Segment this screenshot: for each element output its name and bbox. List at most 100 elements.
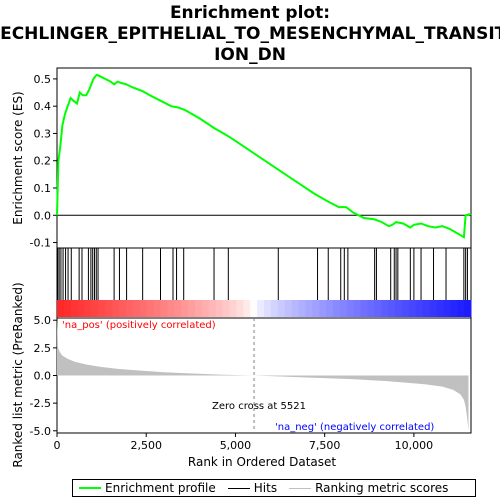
legend: Enrichment profile Hits Ranking metric s… <box>72 479 476 497</box>
es-y-tick-label: -0.1 <box>30 237 51 250</box>
colorbar-segment <box>229 300 237 317</box>
colorbar-segment <box>457 300 465 317</box>
colorbar-segment <box>429 300 437 317</box>
positive-correlation-label: 'na_pos' (positively correlated) <box>62 320 216 331</box>
legend-label-enrichment-profile: Enrichment profile <box>105 481 216 495</box>
colorbar-segment <box>257 300 265 317</box>
colorbar-segment <box>395 300 403 317</box>
es-y-tick-label: 0.5 <box>34 73 52 86</box>
colorbar-segment <box>360 300 368 317</box>
colorbar-segment <box>174 300 182 317</box>
x-axis-label: Rank in Ordered Dataset <box>188 455 336 469</box>
colorbar-segment <box>146 300 155 317</box>
negative-correlation-label: 'na_neg' (negatively correlated) <box>275 422 434 433</box>
ranking-colorbar <box>57 300 472 317</box>
colorbar-segment <box>160 300 168 317</box>
colorbar-segment <box>367 300 375 317</box>
legend-item-ranking-metric: Ranking metric scores <box>289 481 448 495</box>
metric-y-tick-label: -5.0 <box>30 425 51 438</box>
colorbar-segment <box>215 300 224 317</box>
colorbar-segment <box>402 300 410 317</box>
colorbar-segment <box>381 300 389 317</box>
colorbar-segment <box>436 300 444 317</box>
metric-y-axis: -5.0 -2.5 0.0 2.5 5.0 <box>30 314 57 438</box>
colorbar-segment <box>291 300 299 317</box>
colorbar-segment <box>91 300 99 317</box>
colorbar-segment <box>326 300 334 317</box>
hits-swatch <box>227 487 250 489</box>
colorbar-segment <box>112 300 120 317</box>
es-y-tick-label: 0.1 <box>34 182 52 195</box>
x-tick-label: 10,000 <box>395 439 434 452</box>
enrichment-profile-line <box>56 73 472 239</box>
x-tick-label: 7,500 <box>309 439 341 452</box>
colorbar-segment <box>353 300 362 317</box>
colorbar-segment <box>284 300 293 317</box>
colorbar-segment <box>208 300 217 317</box>
colorbar-segment <box>236 300 244 317</box>
plot-title-line-2: JECHLINGER_EPITHELIAL_TO_MESENCHYMAL_TRA… <box>0 24 500 44</box>
hits-barcode <box>57 248 468 300</box>
colorbar-segment <box>181 300 189 317</box>
colorbar-segment <box>270 300 279 317</box>
zero-cross-label: Zero cross at 5521 <box>212 401 306 412</box>
es-panel-frame <box>56 67 472 249</box>
es-y-tick-label: 0.3 <box>34 127 52 140</box>
metric-y-tick-label: 5.0 <box>34 314 52 327</box>
colorbar-segment <box>195 300 203 317</box>
colorbar-segment <box>57 300 65 317</box>
x-tick-label: 2,500 <box>130 439 162 452</box>
colorbar-segment <box>222 300 230 317</box>
colorbar-segment <box>98 300 106 317</box>
colorbar-segment <box>84 300 92 317</box>
es-y-tick-label: 0.0 <box>34 209 52 222</box>
metric-y-axis-label: Ranked list metric (PreRanked) <box>11 282 25 467</box>
colorbar-segment <box>63 300 72 317</box>
legend-label-hits: Hits <box>253 481 278 495</box>
x-tick-label: 5,000 <box>220 439 252 452</box>
x-tick-label: 0 <box>54 439 61 452</box>
metric-y-tick-label: 2.5 <box>34 342 52 355</box>
colorbar-segment <box>243 300 251 317</box>
colorbar-segment <box>77 300 86 317</box>
colorbar-segment <box>277 300 286 317</box>
colorbar-segment <box>139 300 148 317</box>
es-y-axis: -0.1 0.0 0.1 0.2 0.3 0.4 0.5 <box>30 73 57 250</box>
colorbar-segment <box>264 300 272 317</box>
metric-y-tick-label: -2.5 <box>30 397 51 410</box>
colorbar-segment <box>346 300 355 317</box>
colorbar-segment <box>374 300 382 317</box>
colorbar-segment <box>153 300 161 317</box>
legend-item-enrichment-profile: Enrichment profile <box>79 481 216 495</box>
ranking-metric-area <box>57 318 469 431</box>
colorbar-segment <box>319 300 327 317</box>
colorbar-segment <box>312 300 320 317</box>
es-y-axis-label: Enrichment score (ES) <box>11 91 25 224</box>
enrichment-profile-swatch <box>79 487 101 489</box>
colorbar-segment <box>201 300 210 317</box>
colorbar-segment <box>188 300 196 317</box>
colorbar-segment <box>408 300 417 317</box>
ranking-metric-swatch <box>289 487 312 489</box>
colorbar-segment <box>126 300 134 317</box>
colorbar-segment <box>70 300 79 317</box>
colorbar-segment <box>450 300 458 317</box>
colorbar-segment <box>305 300 313 317</box>
metric-y-tick-label: 0.0 <box>34 370 52 383</box>
legend-item-hits: Hits <box>227 481 278 495</box>
colorbar-segment <box>250 300 258 317</box>
colorbar-segment <box>464 300 472 317</box>
colorbar-segment <box>443 300 451 317</box>
colorbar-segment <box>119 300 127 317</box>
colorbar-segment <box>105 300 113 317</box>
colorbar-segment <box>167 300 175 317</box>
legend-label-ranking-metric: Ranking metric scores <box>315 481 449 495</box>
colorbar-segment <box>333 300 341 317</box>
plot-title-line-1: Enrichment plot: <box>170 3 330 23</box>
x-axis: 0 2,500 5,000 7,500 10,000 <box>54 433 434 452</box>
colorbar-segment <box>298 300 306 317</box>
colorbar-segment <box>422 300 431 317</box>
colorbar-segment <box>415 300 424 317</box>
plot-title-line-3: ION_DN <box>214 45 286 65</box>
